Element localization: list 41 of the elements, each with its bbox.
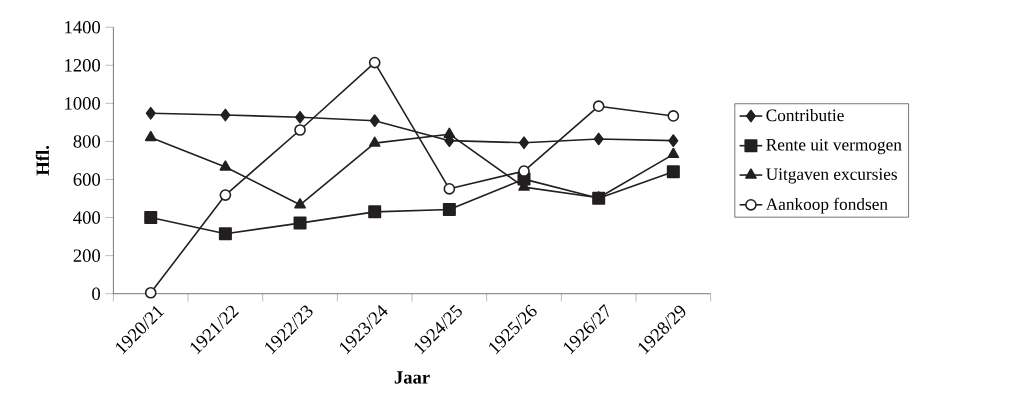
point <box>144 130 157 142</box>
point <box>219 160 232 171</box>
y-tick-label: 400 <box>73 211 101 224</box>
x-axis-title: Jaar <box>394 371 430 384</box>
point <box>593 132 604 146</box>
point <box>294 198 306 209</box>
point <box>294 124 306 136</box>
point <box>145 106 156 120</box>
point <box>368 136 381 147</box>
point <box>218 227 232 241</box>
point <box>667 147 680 159</box>
point <box>668 134 679 147</box>
point <box>369 114 380 128</box>
y-axis-title: Hfl. <box>35 145 50 176</box>
point <box>443 127 456 138</box>
y-tick-label: 600 <box>73 173 101 186</box>
point <box>443 182 456 195</box>
point <box>144 211 158 225</box>
y-tick-label: 1000 <box>65 97 101 110</box>
y-tick-label: 200 <box>73 249 101 262</box>
y-tick-label: 800 <box>73 135 101 148</box>
point <box>442 203 456 217</box>
y-tick-label: 1200 <box>65 58 101 72</box>
point <box>518 165 530 177</box>
point <box>295 110 306 124</box>
point <box>666 165 680 179</box>
point <box>519 136 529 150</box>
legend-label: Rente uit vermogen <box>766 138 902 155</box>
point <box>220 108 231 122</box>
point <box>368 56 381 69</box>
point <box>293 216 307 230</box>
y-tick-label: 1400 <box>65 20 101 34</box>
point <box>592 100 605 113</box>
y-tick-label: 0 <box>92 287 101 300</box>
legend-label: Uitgaven excursies <box>766 168 897 184</box>
point <box>667 110 680 122</box>
point <box>219 189 232 201</box>
point <box>144 286 157 299</box>
legend-label: Contributie <box>766 109 844 122</box>
legend-label: Aankoop fondsen <box>765 197 888 214</box>
point <box>368 205 382 219</box>
